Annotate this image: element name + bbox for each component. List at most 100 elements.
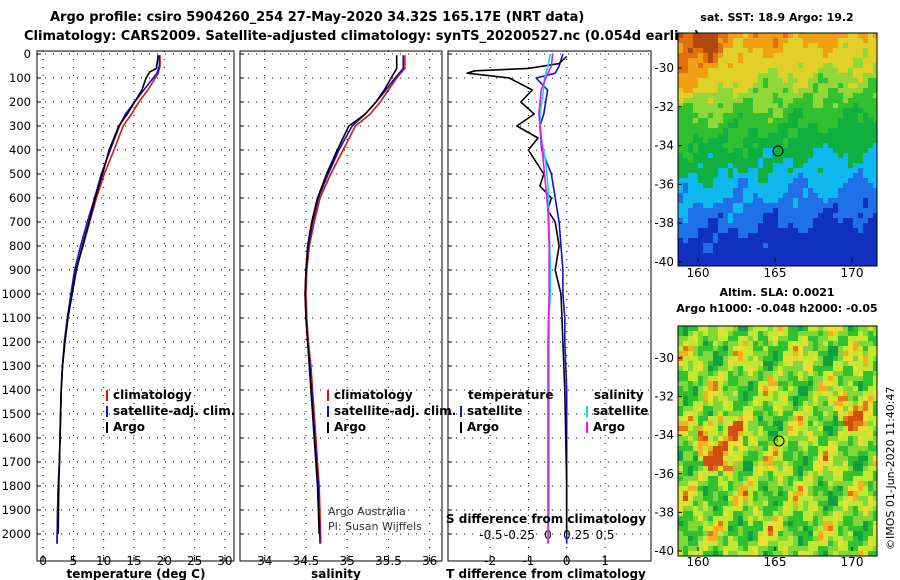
map-cell bbox=[713, 356, 719, 362]
map-cell bbox=[713, 401, 719, 407]
map-cell bbox=[828, 471, 834, 477]
map-cell bbox=[738, 446, 744, 452]
map-cell bbox=[833, 158, 839, 164]
map-cell bbox=[708, 471, 714, 477]
map-cell bbox=[828, 451, 834, 457]
map-cell bbox=[703, 218, 709, 224]
map-cell bbox=[693, 441, 699, 447]
map-cell bbox=[698, 133, 704, 139]
map-cell bbox=[868, 193, 874, 199]
map-cell bbox=[743, 218, 749, 224]
map-cell bbox=[753, 376, 759, 382]
map-cell bbox=[758, 208, 764, 214]
map-cell bbox=[758, 93, 764, 99]
map-cell bbox=[848, 213, 854, 219]
x-tick-label: 36 bbox=[422, 554, 437, 568]
map-cell bbox=[843, 526, 849, 532]
map-cell bbox=[753, 168, 759, 174]
map-cell bbox=[728, 168, 734, 174]
map-cell bbox=[848, 511, 854, 517]
map-cell bbox=[843, 336, 849, 342]
map-cell bbox=[843, 88, 849, 94]
map-cell bbox=[768, 63, 774, 69]
map-cell bbox=[813, 486, 819, 492]
map-cell bbox=[748, 258, 754, 264]
map-cell bbox=[848, 466, 854, 472]
map-cell bbox=[843, 128, 849, 134]
map-cell bbox=[718, 361, 724, 367]
map-cell bbox=[693, 466, 699, 472]
map-cell bbox=[793, 118, 799, 124]
legend-swatch-s-satellite bbox=[586, 406, 588, 417]
map-cell bbox=[748, 426, 754, 432]
map-cell bbox=[873, 208, 878, 214]
map-cell bbox=[838, 198, 844, 204]
map-cell bbox=[853, 406, 859, 412]
map-cell bbox=[848, 223, 854, 229]
map-cell bbox=[778, 371, 784, 377]
map-cell bbox=[828, 178, 834, 184]
map-cell bbox=[833, 233, 839, 239]
map-cell bbox=[873, 521, 878, 527]
map-cell bbox=[773, 178, 779, 184]
map-cell bbox=[873, 233, 878, 239]
map-cell bbox=[788, 471, 794, 477]
map-cell bbox=[783, 501, 789, 507]
map-cell bbox=[753, 43, 759, 49]
map-cell bbox=[843, 58, 849, 64]
map-cell bbox=[828, 33, 834, 39]
map-cell bbox=[683, 436, 689, 442]
map-cell bbox=[848, 486, 854, 492]
map-cell bbox=[843, 93, 849, 99]
map-cell bbox=[758, 158, 764, 164]
temperature-x-ticks: 0 5 10 15 20 25 30 bbox=[39, 554, 232, 568]
map-cell bbox=[818, 406, 824, 412]
map-cell bbox=[818, 476, 824, 482]
map-cell bbox=[858, 38, 864, 44]
map-cell bbox=[733, 471, 739, 477]
map-cell bbox=[748, 326, 754, 332]
map-cell bbox=[853, 381, 859, 387]
map-cell bbox=[743, 228, 749, 234]
map-cell bbox=[748, 461, 754, 467]
map-cell bbox=[708, 406, 714, 412]
map-cell bbox=[778, 346, 784, 352]
map-cell bbox=[793, 133, 799, 139]
map-cell bbox=[823, 331, 829, 337]
map-cell bbox=[693, 381, 699, 387]
map-cell bbox=[703, 198, 709, 204]
map-cell bbox=[783, 223, 789, 229]
map-cell bbox=[738, 168, 744, 174]
map-cell bbox=[743, 471, 749, 477]
map-cell bbox=[683, 93, 689, 99]
map-cell bbox=[743, 476, 749, 482]
map-cell bbox=[768, 396, 774, 402]
map-cell bbox=[728, 431, 734, 437]
map-cell bbox=[713, 143, 719, 149]
map-cell bbox=[758, 183, 764, 189]
map-cell bbox=[843, 263, 849, 267]
map-cell bbox=[718, 391, 724, 397]
map-cell bbox=[818, 386, 824, 392]
map-cell bbox=[793, 496, 799, 502]
map-cell bbox=[853, 213, 859, 219]
map-cell bbox=[783, 381, 789, 387]
map-cell bbox=[758, 366, 764, 372]
map-cell bbox=[778, 436, 784, 442]
map-cell bbox=[843, 143, 849, 149]
map-cell bbox=[708, 376, 714, 382]
map-cell bbox=[743, 531, 749, 537]
map-cell bbox=[683, 183, 689, 189]
map-cell bbox=[803, 366, 809, 372]
map-cell bbox=[773, 193, 779, 199]
map-cell bbox=[848, 331, 854, 337]
map-cell bbox=[833, 218, 839, 224]
map-cell bbox=[683, 431, 689, 437]
map-cell bbox=[828, 331, 834, 337]
map-cell bbox=[703, 446, 709, 452]
map-cell bbox=[843, 198, 849, 204]
map-cell bbox=[793, 208, 799, 214]
map-cell bbox=[728, 526, 734, 532]
map-cell bbox=[703, 381, 709, 387]
map-cell bbox=[753, 341, 759, 347]
